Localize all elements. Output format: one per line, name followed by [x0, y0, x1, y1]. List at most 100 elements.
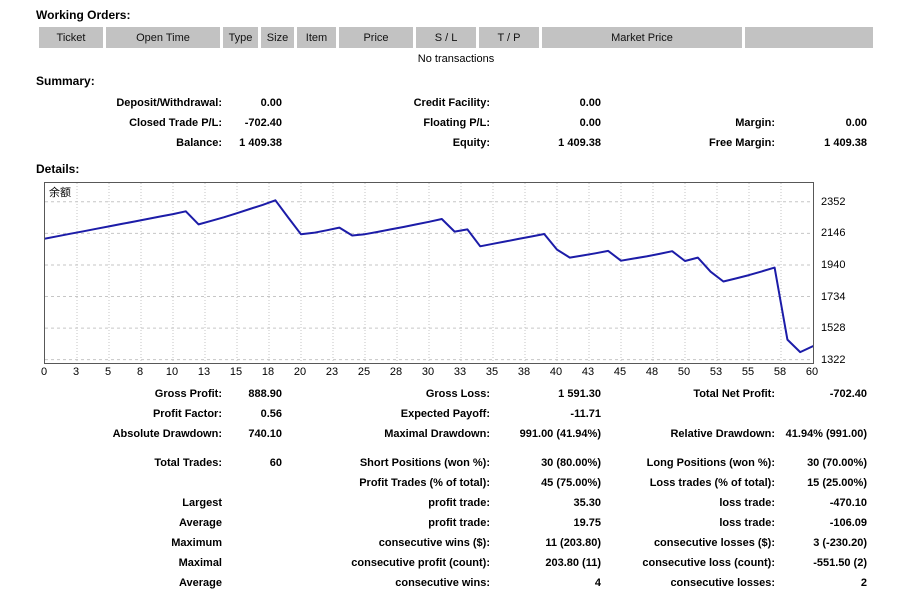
- stat-label: Deposit/Withdrawal:: [116, 97, 222, 109]
- x-axis-label: 33: [453, 366, 467, 378]
- stat-value: 0.56: [260, 408, 282, 420]
- stat-label: profit trade:: [428, 517, 490, 529]
- stat-label: loss trade:: [719, 517, 775, 529]
- stat-label: Maximal: [178, 557, 222, 569]
- stat-label: Margin:: [735, 117, 775, 129]
- stat-value: [222, 553, 282, 573]
- stat-value: 888.90: [248, 388, 282, 400]
- x-axis-label: 30: [421, 366, 435, 378]
- stat-label: Expected Payoff:: [400, 408, 490, 420]
- summary-section: Deposit/Withdrawal: 0.00 Credit Facility: 0…: [0, 93, 922, 153]
- x-axis-label: 10: [165, 366, 179, 378]
- stat-label: consecutive profit (count):: [351, 557, 490, 569]
- stat-row: Average consecutive wins: 4 consecutive los…: [0, 573, 922, 593]
- stat-value: 35.30: [573, 497, 601, 509]
- working-orders-title: Working Orders:: [36, 8, 131, 22]
- orders-column-header: Price: [339, 27, 413, 48]
- stat-row: Profit Trades (% of total): 45 (75.00%) Lo…: [0, 473, 922, 493]
- stat-label: Long Positions (won %):: [646, 457, 775, 469]
- stat-value: 0.00: [260, 97, 282, 109]
- stat-label: Profit Factor:: [152, 408, 222, 420]
- stat-label: Total Net Profit:: [693, 388, 775, 400]
- orders-column-header: Market Price: [542, 27, 742, 48]
- stat-label: consecutive wins ($):: [378, 537, 490, 549]
- stat-row: Absolute Drawdown: 740.10 Maximal Drawdown…: [0, 424, 922, 444]
- orders-column-header: Type: [223, 27, 258, 48]
- y-axis-label: 1940: [821, 258, 846, 271]
- no-transactions-text: No transactions: [417, 53, 495, 65]
- stat-value: 15 (25.00%): [807, 477, 867, 489]
- stat-label: [601, 93, 775, 113]
- x-axis-label: 58: [773, 366, 787, 378]
- y-axis-label: 2146: [821, 227, 846, 240]
- stat-value: 3 (-230.20): [813, 537, 867, 549]
- orders-column-header: Open Time: [106, 27, 220, 48]
- stat-label: Total Trades:: [154, 457, 222, 469]
- stat-value: [775, 404, 867, 424]
- x-axis-label: 60: [805, 366, 819, 378]
- stat-label: Short Positions (won %):: [359, 457, 490, 469]
- x-axis-label: 5: [104, 366, 112, 378]
- stat-value: [222, 513, 282, 533]
- stat-label: Average: [178, 517, 222, 529]
- x-axis-label: 50: [677, 366, 691, 378]
- stat-value: [222, 493, 282, 513]
- x-axis-label: 13: [197, 366, 211, 378]
- stat-value: 0.00: [579, 97, 601, 109]
- stat-label: Closed Trade P/L:: [129, 117, 222, 129]
- x-axis-label: 15: [229, 366, 243, 378]
- orders-column-header: Size: [261, 27, 294, 48]
- stat-label: loss trade:: [719, 497, 775, 509]
- stat-label: Largest: [182, 497, 222, 509]
- x-axis-label: 8: [136, 366, 144, 378]
- x-axis-label: 3: [72, 366, 80, 378]
- x-axis-label: 53: [709, 366, 723, 378]
- stat-row: Average profit trade: 19.75 loss trade: -106…: [0, 513, 922, 533]
- stat-label: Free Margin:: [708, 137, 775, 149]
- stat-label: Credit Facility:: [413, 97, 490, 109]
- stat-label: Gross Profit:: [154, 388, 222, 400]
- stat-row: Largest profit trade: 35.30 loss trade: -470…: [0, 493, 922, 513]
- x-axis-label: 18: [261, 366, 275, 378]
- x-axis-label: 45: [613, 366, 627, 378]
- stat-row: Deposit/Withdrawal: 0.00 Credit Facility: 0…: [0, 93, 922, 113]
- stat-label: Maximal Drawdown:: [384, 428, 490, 440]
- balance-chart: 余额 2352 2146 1940 1734 1528 1322 0 3 5 8 10 13 15 18…: [41, 182, 914, 380]
- stat-value: 740.10: [248, 428, 282, 440]
- x-axis-label: 38: [517, 366, 531, 378]
- stat-label: profit trade:: [428, 497, 490, 509]
- x-axis-label: 25: [357, 366, 371, 378]
- y-axis-label: 1528: [821, 322, 846, 335]
- stat-value: 1 409.38: [824, 137, 867, 149]
- stat-label: Loss trades (% of total):: [649, 477, 775, 489]
- stat-label: consecutive losses ($):: [653, 537, 775, 549]
- orders-column-header: Item: [297, 27, 336, 48]
- stat-value: -702.40: [244, 117, 282, 129]
- orders-column-header: S / L: [416, 27, 476, 48]
- stat-value: 41.94% (991.00): [785, 428, 867, 440]
- stat-label: Relative Drawdown:: [670, 428, 775, 440]
- stat-row: Profit Factor: 0.56 Expected Payoff: -11.71: [0, 404, 922, 424]
- stat-label: Floating P/L:: [423, 117, 490, 129]
- stat-label: [601, 404, 775, 424]
- stat-value: -106.09: [829, 517, 867, 529]
- stat-value: [222, 573, 282, 593]
- stat-value: -11.71: [570, 408, 601, 420]
- stat-value: 1 409.38: [239, 137, 282, 149]
- orders-column-header: Ticket: [39, 27, 103, 48]
- stat-value: 991.00 (41.94%): [519, 428, 601, 440]
- stat-value: 45 (75.00%): [541, 477, 601, 489]
- stat-label: Absolute Drawdown:: [112, 428, 222, 440]
- stat-row: Maximum consecutive wins ($): 11 (203.80) c…: [0, 533, 922, 553]
- x-axis-label: 48: [645, 366, 659, 378]
- stat-value: 19.75: [573, 517, 601, 529]
- orders-column-header: [745, 27, 873, 48]
- stat-label: consecutive loss (count):: [642, 557, 775, 569]
- stat-value: -470.10: [829, 497, 867, 509]
- stat-value: 0.00: [845, 117, 867, 129]
- stat-value: 30 (70.00%): [807, 457, 867, 469]
- stat-value: 2: [860, 577, 867, 589]
- x-axis-label: 23: [325, 366, 339, 378]
